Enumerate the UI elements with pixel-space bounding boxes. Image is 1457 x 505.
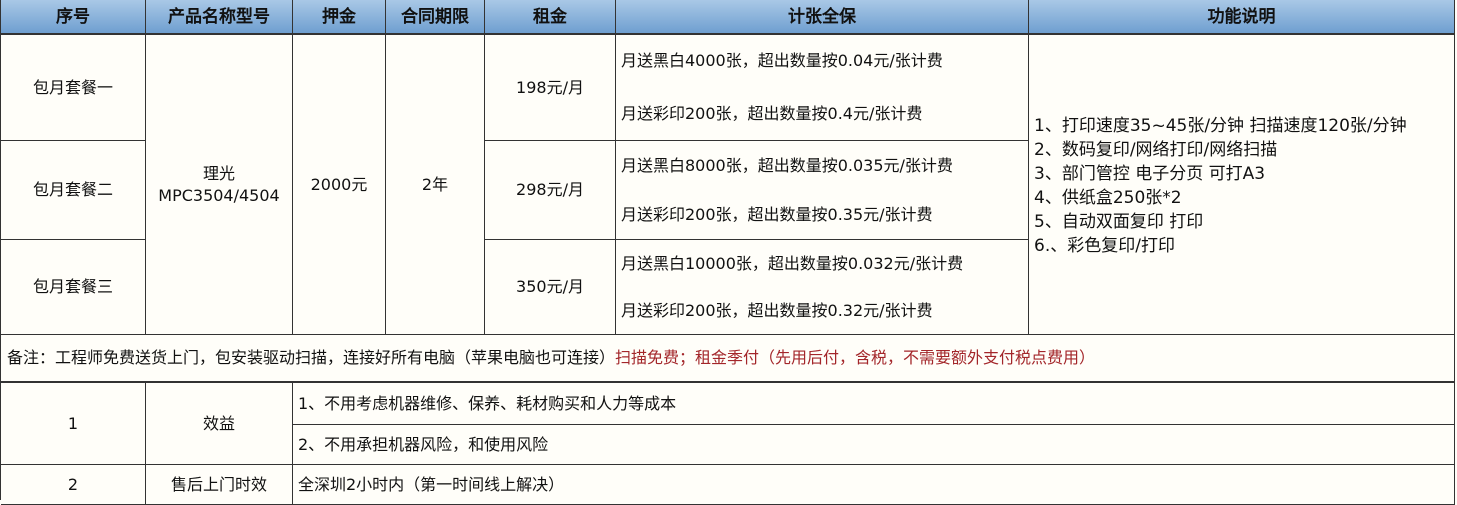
feature-item: 5、自动双面复印 打印 (1034, 212, 1204, 232)
header-deposit: 押金 (293, 0, 386, 35)
feature-item: 2、数码复印/网络打印/网络扫描 (1034, 140, 1278, 160)
product-model: 理光 MPC3504/4504 (146, 35, 293, 335)
note-row: 备注：工程师免费送货上门，包安装驱动扫描，连接好所有电脑（苹果电脑也可连接） 扫… (1, 335, 1455, 383)
row-number: 1 (1, 383, 146, 465)
deposit: 2000元 (293, 35, 386, 335)
plan-name: 包月套餐二 (1, 141, 146, 240)
plan-rent: 198元/月 (485, 35, 616, 141)
row-number: 2 (1, 465, 146, 505)
feature-item: 3、部门管控 电子分页 可打A3 (1034, 164, 1266, 184)
plan-billing: 月送黑白4000张，超出数量按0.04元/张计费 月送彩印200张，超出数量按0… (616, 35, 1029, 141)
header-product: 产品名称型号 (146, 0, 293, 35)
plan-billing: 月送黑白10000张，超出数量按0.032元/张计费 月送彩印200张，超出数量… (616, 240, 1029, 335)
product-model-number: MPC3504/4504 (158, 185, 280, 205)
product-brand: 理光 (202, 163, 235, 183)
header-rent: 租金 (485, 0, 616, 35)
header-term: 合同期限 (386, 0, 485, 35)
color-billing: 月送彩印200张，超出数量按0.4元/张计费 (621, 103, 923, 123)
features-cell: 1、打印速度35~45张/分钟 扫描速度120张/分钟 2、数码复印/网络打印/… (1029, 35, 1455, 335)
header-billing: 计张全保 (616, 0, 1029, 35)
plan-name: 包月套餐三 (1, 240, 146, 335)
feature-item: 4、供纸盒250张*2 (1034, 188, 1182, 208)
note-highlight: 扫描免费；租金季付（先用后付，含税，不需要额外支付税点费用） (615, 348, 1096, 367)
feature-item: 1、打印速度35~45张/分钟 扫描速度120张/分钟 (1034, 116, 1407, 136)
header-no: 序号 (1, 0, 146, 35)
bw-billing: 月送黑白10000张，超出数量按0.032元/张计费 (621, 253, 964, 273)
plan-billing: 月送黑白8000张，超出数量按0.035元/张计费 月送彩印200张，超出数量按… (616, 141, 1029, 240)
color-billing: 月送彩印200张，超出数量按0.35元/张计费 (621, 204, 933, 224)
plan-rent: 350元/月 (485, 240, 616, 335)
contract-term: 2年 (386, 35, 485, 335)
benefit-item: 2、不用承担机器风险，和使用风险 (293, 425, 1455, 465)
plan-rent: 298元/月 (485, 141, 616, 240)
row-title: 售后上门时效 (146, 465, 293, 505)
bw-billing: 月送黑白4000张，超出数量按0.04元/张计费 (621, 51, 943, 71)
feature-item: 6.、彩色复印/打印 (1034, 236, 1175, 256)
color-billing: 月送彩印200张，超出数量按0.32元/张计费 (621, 300, 933, 320)
row-title: 效益 (146, 383, 293, 465)
service-item: 全深圳2小时内（第一时间线上解决） (293, 465, 1455, 505)
header-features: 功能说明 (1029, 0, 1455, 35)
benefit-item: 1、不用考虑机器维修、保养、耗材购买和人力等成本 (293, 383, 1455, 425)
bw-billing: 月送黑白8000张，超出数量按0.035元/张计费 (621, 155, 953, 175)
plan-name: 包月套餐一 (1, 35, 146, 141)
note-text: 备注：工程师免费送货上门，包安装驱动扫描，连接好所有电脑（苹果电脑也可连接） (7, 348, 616, 367)
